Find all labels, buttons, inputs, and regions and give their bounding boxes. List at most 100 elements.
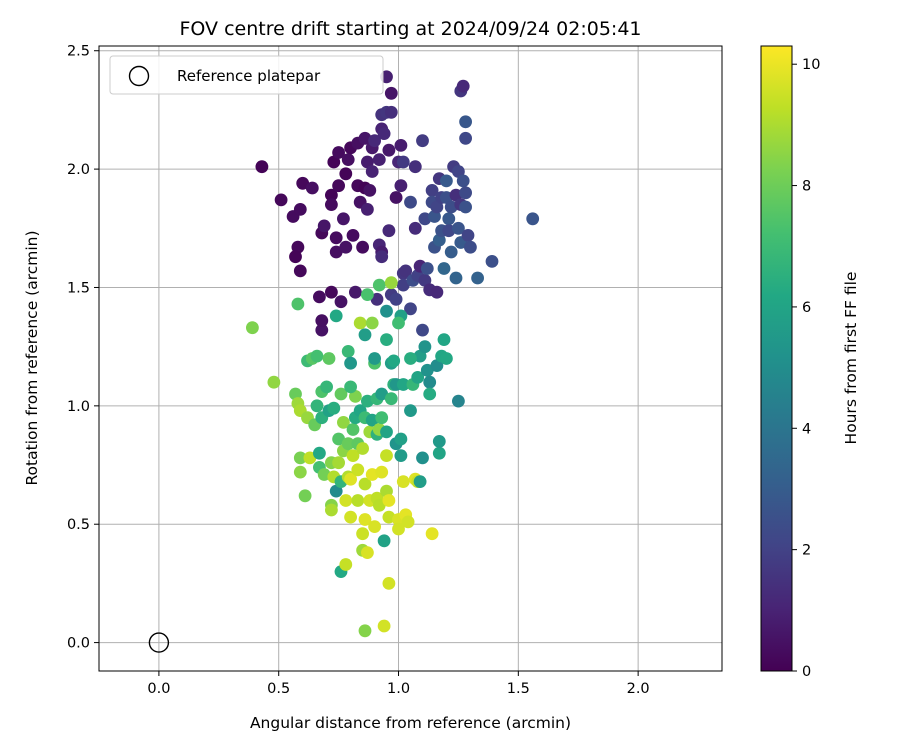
- data-point: [310, 349, 324, 363]
- data-point: [461, 229, 475, 242]
- colorbar-tick-label: 4: [802, 421, 811, 437]
- data-point: [255, 160, 269, 174]
- data-point: [380, 449, 393, 462]
- scatter-points: [246, 70, 540, 638]
- data-point: [372, 278, 386, 292]
- data-point: [377, 127, 391, 140]
- data-point: [310, 399, 324, 413]
- data-point: [442, 224, 456, 238]
- y-tick-label: 0.0: [67, 636, 90, 652]
- data-point: [404, 302, 417, 316]
- data-point: [341, 345, 355, 358]
- data-point: [332, 146, 345, 159]
- data-point: [289, 250, 302, 264]
- data-point: [485, 255, 499, 268]
- data-point: [361, 155, 374, 169]
- y-tick-label: 2.0: [67, 162, 90, 178]
- data-point: [293, 203, 307, 216]
- data-point: [293, 264, 307, 278]
- data-point: [416, 134, 429, 148]
- data-point: [464, 240, 477, 254]
- data-point: [389, 191, 403, 204]
- data-point: [358, 131, 372, 145]
- data-point: [444, 200, 458, 214]
- data-point: [339, 167, 353, 181]
- data-point: [392, 316, 405, 330]
- data-point: [372, 498, 386, 512]
- data-point: [317, 219, 331, 233]
- data-point: [349, 390, 362, 403]
- legend-entry-label: Reference platepar: [177, 67, 321, 85]
- data-point: [365, 165, 379, 178]
- data-point: [313, 446, 326, 460]
- data-point: [452, 165, 465, 178]
- data-point: [430, 200, 444, 214]
- data-point: [361, 394, 374, 408]
- data-point: [361, 288, 374, 301]
- data-point: [382, 224, 396, 238]
- data-point: [396, 278, 410, 292]
- data-point: [353, 316, 367, 330]
- data-point: [293, 451, 307, 465]
- data-point: [418, 274, 432, 287]
- colorbar-label: Hours from first FF file: [842, 272, 860, 445]
- data-point: [267, 375, 281, 389]
- data-point: [358, 328, 372, 342]
- data-point: [456, 79, 470, 93]
- data-point: [432, 435, 446, 448]
- data-point: [432, 446, 446, 460]
- data-point: [332, 456, 345, 470]
- y-axis-label: Rotation from reference (arcmin): [23, 230, 41, 485]
- data-point: [423, 375, 437, 389]
- data-point: [322, 352, 336, 365]
- data-point: [471, 271, 484, 285]
- plot-frame: [98, 45, 723, 672]
- data-point: [394, 179, 408, 193]
- data-point: [380, 333, 393, 346]
- data-point: [440, 174, 453, 188]
- data-point: [377, 534, 391, 548]
- data-point: [351, 463, 365, 477]
- data-point: [526, 212, 540, 226]
- data-point: [387, 354, 401, 368]
- data-point: [337, 212, 350, 226]
- data-point: [375, 250, 389, 264]
- data-point: [440, 352, 453, 365]
- x-tick-label: 1.0: [387, 681, 410, 697]
- data-point: [320, 380, 333, 394]
- data-point: [372, 153, 386, 167]
- data-point: [394, 139, 408, 152]
- data-point: [384, 86, 398, 100]
- data-point: [346, 229, 360, 242]
- data-point: [425, 527, 439, 541]
- data-point: [452, 221, 465, 235]
- data-point: [382, 494, 396, 507]
- data-point: [396, 155, 410, 169]
- data-point: [384, 105, 398, 119]
- x-tick-label: 1.5: [507, 681, 530, 697]
- data-point: [396, 475, 410, 488]
- y-tick-label: 1.0: [67, 399, 90, 415]
- legend: Reference platepar: [109, 55, 384, 95]
- data-point: [384, 392, 398, 406]
- data-point: [351, 494, 365, 507]
- x-tick-label: 2.0: [627, 681, 650, 697]
- data-point: [437, 262, 451, 275]
- data-point: [394, 449, 408, 462]
- data-point: [315, 323, 329, 337]
- data-point: [382, 143, 396, 157]
- data-point: [246, 321, 259, 335]
- data-point: [361, 546, 374, 559]
- data-point: [444, 245, 458, 259]
- data-point: [346, 449, 360, 462]
- data-point: [459, 186, 472, 200]
- data-point: [339, 240, 353, 254]
- data-point: [356, 527, 369, 541]
- colorbar: 0 2 4 6 8 10 Hours from first FF file: [760, 45, 860, 680]
- data-point: [404, 352, 417, 365]
- data-point: [317, 468, 331, 481]
- data-point: [413, 349, 427, 363]
- reference-marker: [148, 632, 170, 653]
- data-point: [361, 203, 374, 216]
- colorbar-tick-label: 10: [802, 57, 820, 73]
